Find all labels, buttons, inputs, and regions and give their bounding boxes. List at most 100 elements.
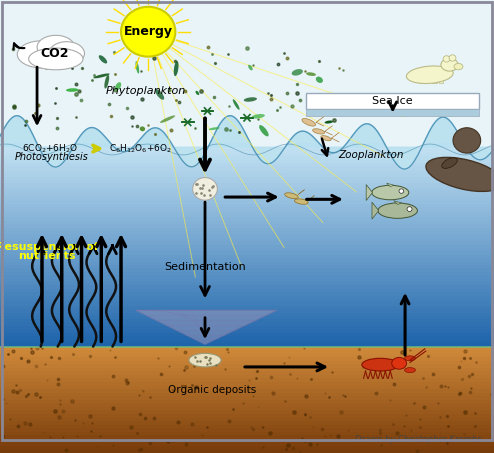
Ellipse shape (196, 91, 199, 95)
Text: Phytoplankton: Phytoplankton (106, 86, 186, 96)
Ellipse shape (104, 75, 109, 89)
Ellipse shape (99, 55, 107, 63)
Bar (0, 357, 494, 361)
Bar (0, 183, 494, 187)
Bar (0, 407, 494, 410)
Ellipse shape (362, 358, 399, 371)
Bar (0, 166, 494, 170)
Circle shape (399, 189, 404, 193)
Bar (0, 354, 494, 357)
Ellipse shape (407, 66, 453, 83)
Bar (0, 439, 494, 442)
Bar (0, 336, 494, 340)
Bar (0, 251, 494, 255)
Ellipse shape (189, 353, 221, 367)
Bar (0, 187, 494, 190)
Bar (0, 214, 494, 217)
Ellipse shape (174, 61, 178, 76)
Bar (0, 238, 494, 241)
Polygon shape (394, 201, 402, 204)
Bar (0, 177, 494, 180)
Bar (0, 424, 494, 428)
Ellipse shape (259, 125, 269, 136)
Bar (0, 299, 494, 303)
Ellipse shape (294, 199, 308, 204)
Ellipse shape (49, 42, 84, 65)
Bar (0, 449, 494, 453)
Bar (0, 275, 494, 279)
Bar (0, 143, 494, 146)
Text: Sedimentation: Sedimentation (164, 262, 246, 272)
Bar (0, 319, 494, 323)
Bar (0, 396, 494, 400)
Bar (0, 227, 494, 231)
Polygon shape (306, 93, 479, 109)
Bar (0, 156, 494, 160)
Bar (0, 313, 494, 316)
Ellipse shape (321, 135, 331, 141)
Bar (0, 442, 494, 446)
Bar (0, 163, 494, 166)
Ellipse shape (371, 185, 409, 200)
Bar (0, 268, 494, 272)
Ellipse shape (378, 203, 417, 218)
Ellipse shape (233, 99, 240, 110)
Polygon shape (306, 109, 479, 116)
Ellipse shape (405, 368, 415, 372)
Bar (439, 74, 443, 83)
Bar (0, 272, 494, 275)
Ellipse shape (316, 77, 323, 83)
Bar (0, 170, 494, 173)
Bar (0, 403, 494, 407)
Bar (0, 350, 494, 354)
Bar (0, 289, 494, 292)
Circle shape (449, 55, 456, 61)
Bar (0, 316, 494, 319)
Text: Organic deposits: Organic deposits (168, 385, 256, 395)
Ellipse shape (29, 48, 83, 70)
Bar (0, 235, 494, 238)
Ellipse shape (115, 82, 121, 91)
Bar (0, 364, 494, 368)
Circle shape (407, 207, 412, 212)
Bar (0, 173, 494, 177)
Ellipse shape (37, 35, 75, 59)
Bar (0, 180, 494, 183)
Bar (0, 295, 494, 299)
Ellipse shape (66, 88, 79, 92)
Bar (0, 446, 494, 449)
Bar (0, 428, 494, 432)
Bar (0, 204, 494, 207)
Ellipse shape (209, 127, 220, 130)
Text: CO2: CO2 (41, 47, 69, 60)
Ellipse shape (93, 73, 110, 78)
Bar (0, 410, 494, 414)
Ellipse shape (140, 126, 145, 131)
Ellipse shape (306, 72, 316, 76)
Bar (0, 224, 494, 227)
Ellipse shape (302, 119, 316, 126)
Bar (0, 418, 494, 421)
Ellipse shape (405, 356, 415, 361)
Bar (419, 74, 423, 83)
Ellipse shape (441, 58, 458, 71)
Circle shape (121, 7, 175, 57)
Bar (0, 241, 494, 245)
Bar (0, 333, 494, 336)
Bar (0, 323, 494, 326)
Bar (0, 200, 494, 204)
Bar (0, 279, 494, 282)
Text: Photosynthesis: Photosynthesis (15, 152, 89, 162)
Text: Drawn by Christopher Krembs: Drawn by Christopher Krembs (355, 435, 482, 444)
Bar (0, 435, 494, 439)
Ellipse shape (426, 157, 494, 192)
Ellipse shape (135, 61, 139, 73)
Bar (0, 382, 494, 386)
Ellipse shape (244, 97, 257, 102)
Bar (0, 375, 494, 379)
Bar (0, 217, 494, 221)
Bar (0, 282, 494, 285)
Bar (0, 379, 494, 382)
Text: Zooplankton: Zooplankton (338, 150, 404, 160)
Ellipse shape (325, 120, 333, 124)
